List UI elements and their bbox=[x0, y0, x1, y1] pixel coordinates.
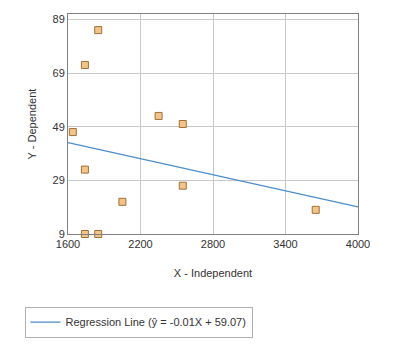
svg-text:89: 89 bbox=[53, 13, 65, 25]
svg-text:3400: 3400 bbox=[273, 238, 297, 250]
svg-text:2200: 2200 bbox=[128, 238, 152, 250]
svg-text:49: 49 bbox=[53, 121, 65, 133]
svg-text:29: 29 bbox=[53, 174, 65, 186]
svg-text:Regression Line (ŷ = -0.01X +: Regression Line (ŷ = -0.01X + 59.07) bbox=[66, 316, 246, 328]
svg-text:69: 69 bbox=[53, 67, 65, 79]
svg-text:X - Independent: X - Independent bbox=[174, 267, 252, 279]
svg-text:2800: 2800 bbox=[201, 238, 225, 250]
svg-text:Y - Dependent: Y - Dependent bbox=[26, 89, 38, 160]
svg-text:9: 9 bbox=[59, 228, 65, 240]
svg-text:1600: 1600 bbox=[56, 238, 80, 250]
svg-text:4000: 4000 bbox=[346, 238, 370, 250]
